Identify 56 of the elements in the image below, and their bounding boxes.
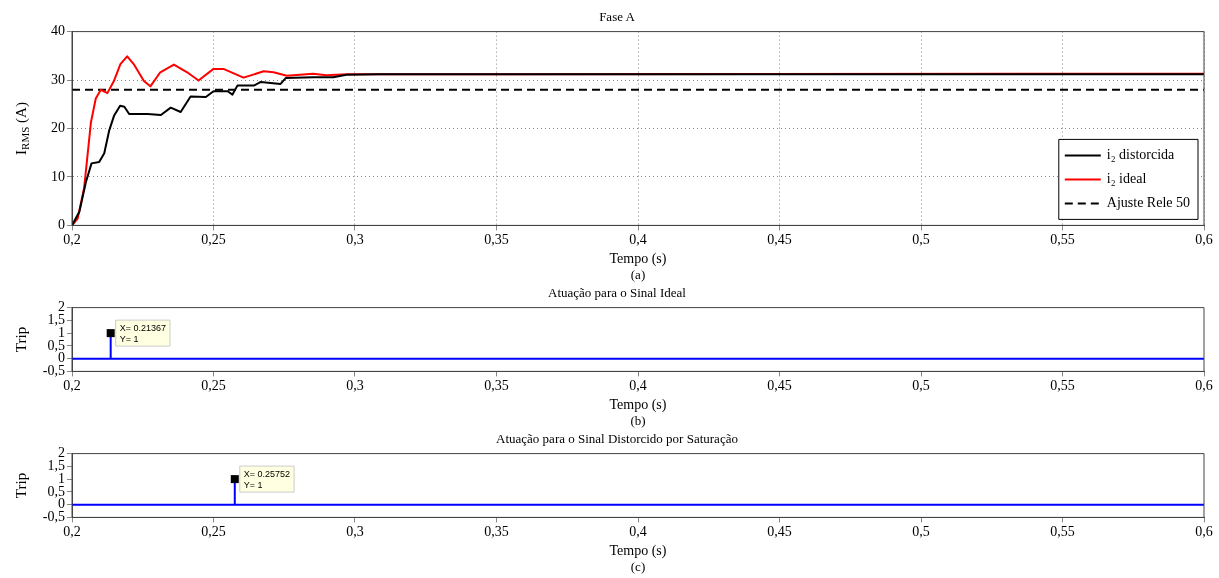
y-tick-label: 0,5 — [47, 337, 65, 353]
x-tick-label: 0,35 — [484, 232, 509, 248]
x-tick-label: 0,4 — [629, 524, 647, 540]
x-tick-label: 0,5 — [912, 524, 930, 540]
text: (b) — [630, 413, 646, 429]
y-tick-label: -0,5 — [42, 509, 65, 525]
y-tick-label: -0,5 — [42, 363, 65, 379]
x-tick-label: 0,2 — [63, 378, 81, 394]
chart-title: Atuação para o Sinal Distorcido por Saturação — [496, 431, 738, 447]
x-tick-label: 0,55 — [1050, 232, 1075, 248]
x-tick-label: 0,25 — [201, 524, 226, 540]
x-axis-title: Tempo (s) — [609, 543, 667, 560]
x-tick-label: 0,3 — [346, 232, 364, 248]
x-tick-label: 0,3 — [346, 524, 364, 540]
chart-title: Fase A — [599, 9, 636, 25]
x-axis-title: Tempo (s) — [609, 397, 667, 414]
legend-label: i₂ distorcida — [1106, 147, 1176, 163]
x-tick-label: 0,4 — [629, 232, 647, 248]
x-tick-label: 0,3 — [346, 378, 364, 394]
x-tick-label: 0,2 — [63, 232, 81, 248]
y-tick-label: 30 — [51, 71, 65, 87]
y-tick-label: 0 — [58, 217, 65, 233]
y-tick-label: 2 — [58, 445, 65, 461]
annotation: X= 0.21367 Y= 1 — [119, 322, 166, 344]
x-tick-label: 0,45 — [767, 232, 792, 248]
x-tick-label: 0,4 — [629, 378, 647, 394]
x-tick-label: 0,25 — [201, 378, 226, 394]
x-tick-label: 0,55 — [1050, 524, 1075, 540]
text: (c) — [630, 559, 646, 575]
x-tick-label: 0,5 — [912, 232, 930, 248]
x-tick-label: 0,25 — [201, 232, 226, 248]
x-axis-title: Tempo (s) — [609, 251, 667, 268]
legend-label: Ajuste Rele 50 — [1106, 195, 1191, 211]
x-tick-label: 0,35 — [484, 524, 509, 540]
x-tick-label: 0,2 — [63, 524, 81, 540]
chart-title: Atuação para o Sinal Ideal — [548, 285, 687, 301]
y-tick-label: 0,5 — [47, 483, 65, 499]
y-tick-label: 20 — [51, 120, 65, 136]
x-tick-label: 0,55 — [1050, 378, 1075, 394]
y-tick-label: 10 — [51, 168, 65, 184]
y-tick-label: 0 — [58, 350, 65, 366]
annotation: X= 0.25752 Y= 1 — [243, 468, 291, 490]
x-tick-label: 0,45 — [767, 524, 792, 540]
x-tick-label: 0,5 — [912, 378, 930, 394]
x-tick-label: 0,6 — [1195, 232, 1213, 248]
x-tick-label: 0,6 — [1195, 524, 1213, 540]
legend-label: i₂ ideal — [1106, 171, 1147, 187]
y-axis-title: Trip — [12, 472, 29, 499]
text: (a) — [630, 267, 646, 283]
x-tick-label: 0,6 — [1195, 378, 1213, 394]
y-tick-label: 40 — [51, 23, 65, 39]
y-axis-title: Trip — [12, 326, 29, 353]
y-tick-label: 2 — [58, 299, 65, 315]
x-tick-label: 0,35 — [484, 378, 509, 394]
y-tick-label: 0 — [58, 496, 65, 512]
x-tick-label: 0,45 — [767, 378, 792, 394]
